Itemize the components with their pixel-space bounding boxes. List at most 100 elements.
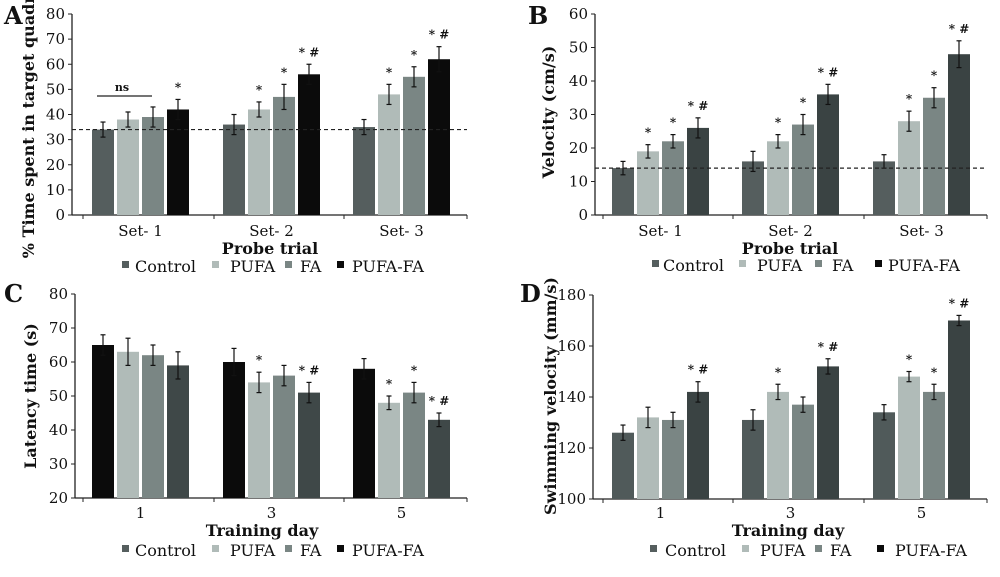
bar-pufa-1 — [767, 391, 789, 499]
y-axis-label: Latency time (s) — [21, 323, 40, 469]
significance-mark: * — [906, 353, 913, 367]
legend-label: Control — [663, 256, 724, 275]
bar-pufa-fa-1 — [298, 392, 320, 498]
panel-letter: A — [3, 1, 23, 30]
significance-mark: * — [906, 92, 913, 106]
y-tick-label: 100 — [557, 490, 586, 508]
bar-pufa-fa-0 — [167, 365, 189, 498]
bar-fa-1 — [273, 96, 295, 215]
bar-fa-2 — [923, 391, 945, 499]
y-tick-label: 140 — [557, 388, 586, 406]
y-tick-label: 80 — [46, 5, 65, 23]
bar-fa-0 — [142, 117, 164, 215]
legend-label: PUFA — [760, 541, 806, 560]
y-tick-label: 60 — [569, 5, 588, 23]
x-tick-label: Set- 3 — [899, 222, 944, 240]
legend-swatch — [122, 545, 129, 552]
y-tick-label: 60 — [49, 353, 68, 371]
significance-mark: * # — [688, 99, 709, 113]
legend-label: FA — [832, 256, 854, 275]
legend-label: PUFA-FA — [888, 256, 960, 275]
legend-swatch — [815, 260, 822, 267]
bar-control-1 — [223, 124, 245, 215]
x-tick-label: Set- 1 — [638, 222, 683, 240]
legend-label: FA — [300, 257, 322, 276]
y-tick-label: 0 — [55, 206, 65, 224]
y-tick-label: 180 — [557, 286, 586, 304]
significance-mark: * — [775, 116, 782, 130]
legend-swatch — [212, 261, 219, 268]
legend-label: Control — [135, 541, 196, 560]
significance-mark: * — [931, 69, 938, 83]
bar-fa-1 — [792, 124, 814, 215]
significance-mark: * — [775, 365, 782, 379]
legend-label: Control — [135, 257, 196, 276]
legend-label: FA — [300, 541, 322, 560]
significance-mark: * # — [949, 22, 970, 36]
bar-control-2 — [353, 368, 375, 498]
bar-pufa-2 — [898, 121, 920, 215]
y-tick-label: 120 — [557, 439, 586, 457]
x-tick-label: 5 — [917, 504, 927, 522]
legend-swatch — [739, 260, 746, 267]
significance-mark: * — [386, 65, 393, 79]
bar-pufa-2 — [898, 376, 920, 499]
y-tick-label: 50 — [569, 39, 588, 57]
y-tick-label: 30 — [46, 131, 65, 149]
y-tick-label: 40 — [569, 72, 588, 90]
y-tick-label: 40 — [46, 106, 65, 124]
significance-mark: * — [411, 48, 418, 62]
x-axis-label: Training day — [732, 521, 845, 540]
legend-swatch — [875, 260, 882, 267]
x-tick-label: 1 — [656, 504, 666, 522]
y-axis-label: Velocity (cm/s) — [539, 46, 558, 180]
bar-pufa-0 — [117, 119, 139, 215]
legend-label: PUFA — [230, 541, 276, 560]
significance-mark: * # — [818, 65, 839, 79]
bar-pufa-fa-2 — [948, 54, 970, 216]
bar-control-1 — [223, 362, 245, 498]
bar-fa-1 — [792, 404, 814, 499]
bar-control-0 — [612, 432, 634, 499]
significance-mark: * — [411, 363, 418, 377]
significance-mark: * # — [949, 296, 970, 310]
legend-swatch — [650, 545, 657, 552]
significance-mark: * # — [818, 340, 839, 354]
bar-fa-0 — [662, 419, 684, 499]
legend-swatch — [337, 545, 344, 552]
legend-swatch — [212, 545, 219, 552]
legend-label: FA — [830, 541, 852, 560]
bar-control-2 — [873, 161, 895, 215]
bar-pufa-fa-0 — [687, 127, 709, 215]
bar-pufa-0 — [637, 417, 659, 499]
panel-letter: B — [528, 1, 548, 30]
x-tick-label: Set- 2 — [249, 222, 294, 240]
y-tick-label: 0 — [578, 206, 588, 224]
x-tick-label: Set- 2 — [768, 222, 813, 240]
y-axis-label: Swimming velocity (mm/s) — [541, 277, 560, 515]
significance-mark: * # — [688, 363, 709, 377]
bar-pufa-1 — [248, 382, 270, 498]
legend-label: PUFA-FA — [895, 541, 967, 560]
significance-mark: * — [386, 377, 393, 391]
significance-mark: * # — [429, 394, 450, 408]
legend-swatch — [285, 261, 292, 268]
bar-pufa-fa-2 — [428, 419, 450, 498]
bar-pufa-1 — [248, 109, 270, 215]
bar-control-1 — [742, 419, 764, 499]
x-axis-label: Training day — [206, 521, 319, 540]
y-tick-label: 70 — [46, 30, 65, 48]
significance-mark: * — [800, 96, 807, 110]
significance-mark: * — [256, 83, 263, 97]
significance-mark: * # — [429, 28, 450, 42]
legend-swatch — [877, 545, 884, 552]
y-tick-label: 160 — [557, 337, 586, 355]
bar-pufa-0 — [117, 351, 139, 498]
legend-swatch — [742, 545, 749, 552]
legend-swatch — [652, 260, 659, 267]
y-tick-label: 10 — [46, 181, 65, 199]
significance-mark: * — [281, 65, 288, 79]
significance-mark: * — [931, 365, 938, 379]
bar-pufa-0 — [637, 151, 659, 215]
